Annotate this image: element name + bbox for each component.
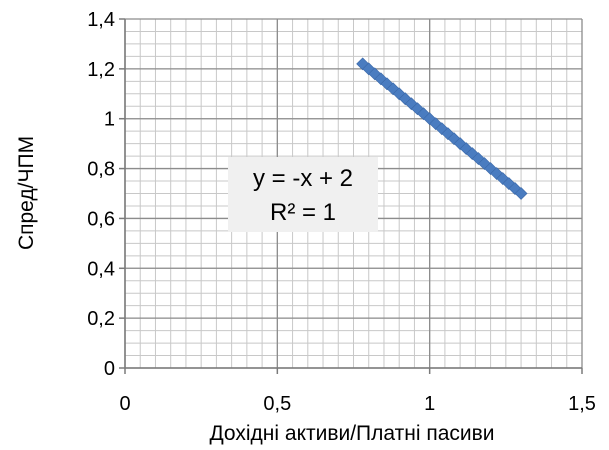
x-axis-label: Дохідні активи/Платні пасиви <box>209 422 494 445</box>
y-axis-label: Спред/ЧПМ <box>15 136 38 250</box>
y-tick-label: 0,6 <box>87 208 115 230</box>
x-tick-label: 0,5 <box>263 393 291 415</box>
x-tick-label: 1,5 <box>568 393 596 415</box>
trendline-label-box: y = -x + 2 R² = 1 <box>228 157 378 232</box>
y-tick-label: 0 <box>104 358 115 380</box>
y-tick-label: 0,4 <box>87 258 115 280</box>
trendline-r-squared: R² = 1 <box>270 199 336 226</box>
y-tick-label: 0,8 <box>87 159 115 181</box>
y-tick-label: 1,2 <box>87 59 115 81</box>
y-tick-labels: 0 0,2 0,4 0,6 0,8 1 1,2 1,4 <box>87 9 115 380</box>
x-tick-labels: 0 0,5 1 1,5 <box>119 393 595 415</box>
y-tick-label: 0,2 <box>87 308 115 330</box>
y-tick-label: 1,4 <box>87 9 115 31</box>
data-point <box>514 187 528 200</box>
chart-axes <box>119 18 583 374</box>
trendline-equation: y = -x + 2 <box>253 165 353 192</box>
data-points <box>356 57 528 200</box>
x-tick-label: 1 <box>424 393 435 415</box>
y-tick-label: 1 <box>104 109 115 131</box>
x-tick-label: 0 <box>119 393 130 415</box>
trendline-label-background <box>228 157 378 232</box>
